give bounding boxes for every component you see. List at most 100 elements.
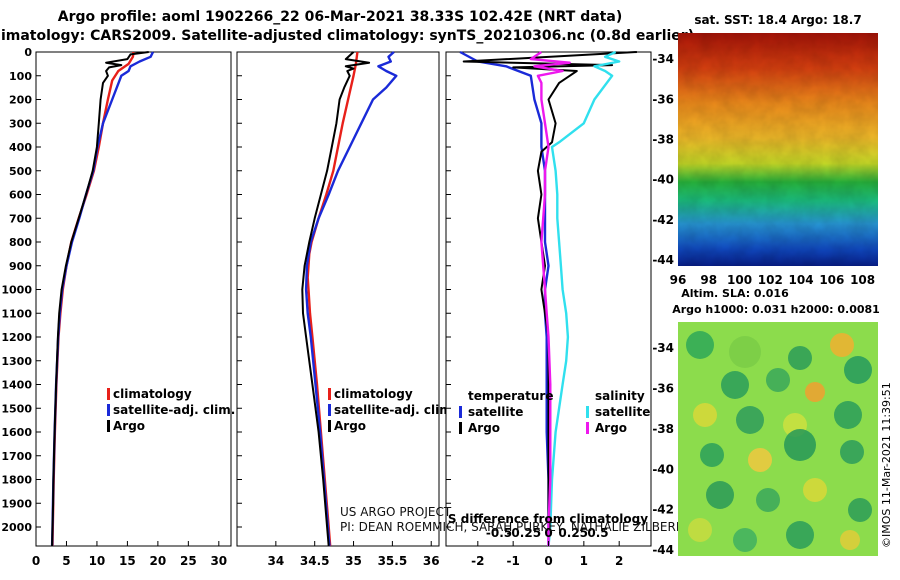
- sla-anomaly-blob: [844, 356, 872, 384]
- depth-tick-label: 0: [24, 46, 32, 59]
- depth-tick-label: 400: [9, 141, 32, 154]
- salinity-series: [301, 51, 398, 547]
- lat-tick-label: -44: [652, 253, 674, 267]
- legend-climatology: climatology: [334, 387, 413, 401]
- sla-anomaly-blob: [788, 346, 812, 370]
- sla-map-field: [678, 322, 878, 556]
- sla-anomaly-blob: [784, 429, 816, 461]
- series-line-argo: [301, 51, 371, 547]
- x-tick-label: 1: [580, 554, 588, 568]
- x-tick-label: -2: [471, 554, 484, 568]
- lat-tick-label: -34: [652, 52, 674, 66]
- sla-anomaly-blob: [840, 440, 864, 464]
- sla-anomaly-blob: [706, 481, 734, 509]
- sla-anomaly-blob: [733, 528, 757, 552]
- legend-temp-satellite: satellite: [468, 405, 523, 419]
- legend-swatch-sal-satellite: [586, 406, 589, 418]
- lon-tick-label: 108: [850, 273, 875, 287]
- sla-map-title: Altim. SLA: 0.016: [681, 287, 789, 300]
- depth-tick-label: 1700: [1, 450, 32, 463]
- imos-watermark: ©IMOS 11-Mar-2021 11:39:51: [880, 382, 893, 548]
- depth-tick-label: 1000: [1, 284, 32, 297]
- header-line1: Argo profile: aoml 1902266_22 06-Mar-202…: [58, 9, 622, 25]
- lat-tick-label: -44: [652, 543, 674, 557]
- depth-tick-label: 1900: [1, 497, 32, 510]
- sla-anomaly-blob: [693, 403, 717, 427]
- legend-sal-argo: Argo: [595, 421, 627, 435]
- depth-tick-label: 700: [9, 212, 32, 225]
- lat-tick-label: -36: [652, 382, 674, 396]
- sla-anomaly-blob: [700, 443, 724, 467]
- salinity-panel: 34 34.5 35 35.5 36 climatology satellite-adj…: [236, 51, 456, 568]
- x-tick-label: 2: [615, 554, 623, 568]
- x2-tick-label: -0.5: [486, 526, 512, 540]
- depth-tick-label: 1500: [1, 402, 32, 415]
- legend-swatch-temp-satellite: [459, 406, 462, 418]
- x2-tick-label: 0: [544, 526, 552, 540]
- lon-tick-label: 106: [819, 273, 844, 287]
- depth-axis: 0 100 200 300 400 500 600 700 800 900 1000 1100 1200…: [1, 46, 32, 534]
- x-tick-label: 5: [62, 554, 70, 568]
- lon-tick-label: 102: [758, 273, 783, 287]
- sla-anomaly-blob: [834, 401, 862, 429]
- depth-tick-label: 1400: [1, 379, 32, 392]
- legend-swatch-satellite-adj: [107, 404, 110, 416]
- x-tick-label: 34.5: [300, 554, 330, 568]
- depth-tick-label: 500: [9, 165, 32, 178]
- sst-map: sat. SST: 18.4 Argo: 18.7 -34-3: [652, 13, 878, 287]
- legend-temperature: temperature: [468, 389, 553, 403]
- depth-tick-label: 100: [9, 70, 32, 83]
- sla-anomaly-blob: [688, 518, 712, 542]
- x2-tick-label: 0.25: [558, 526, 588, 540]
- sst-map-title: sat. SST: 18.4 Argo: 18.7: [694, 13, 861, 27]
- difference-legend: temperature salinity satellite Argo sate…: [459, 389, 650, 435]
- series-line-salinity-argo: [529, 51, 571, 546]
- lat-tick-label: -36: [652, 92, 674, 106]
- legend-swatch-argo: [328, 420, 331, 432]
- difference-series: [459, 50, 637, 547]
- sla-anomaly-blob: [729, 336, 761, 368]
- depth-tick-label: 300: [9, 117, 32, 130]
- legend-swatch-argo: [107, 420, 110, 432]
- difference-xlabel: S difference from climatology: [448, 512, 648, 526]
- legend-argo: Argo: [334, 419, 366, 433]
- series-line-argo: [51, 51, 149, 547]
- sst-map-texture: [678, 33, 878, 266]
- temperature-panel: 0 5 10 15 20 25 30 climatology satellite-adj. …: [32, 51, 235, 568]
- depth-tick-label: 1300: [1, 355, 32, 368]
- sla-map-anomalies: [686, 331, 872, 552]
- sla-anomaly-blob: [830, 333, 854, 357]
- x-tick-label: 10: [89, 554, 106, 568]
- depth-tick-label: 200: [9, 94, 32, 107]
- lat-tick-label: -42: [652, 503, 674, 517]
- legend-temp-argo: Argo: [468, 421, 500, 435]
- temperature-ticks: 0 5 10 15 20 25 30: [32, 51, 227, 568]
- sla-map-subtitle: Argo h1000: 0.031 h2000: 0.0081: [672, 303, 880, 316]
- sla-anomaly-blob: [840, 530, 860, 550]
- difference-panel: -2 -1 0 1 2 -0.5-0.25 0 0.25 0.5 temperature sal…: [445, 50, 652, 568]
- difference-ticks: -2 -1 0 1 2 -0.5-0.25 0 0.25 0.5: [446, 51, 623, 568]
- x-tick-label: 0: [32, 554, 40, 568]
- sla-anomaly-blob: [748, 448, 772, 472]
- lat-tick-label: -42: [652, 213, 674, 227]
- depth-tick-label: 900: [9, 260, 32, 273]
- x-tick-label: 25: [180, 554, 197, 568]
- legend-satellite-adj: satellite-adj. clim.: [334, 403, 456, 417]
- sla-anomaly-blob: [803, 478, 827, 502]
- x-tick-label: 0: [544, 554, 552, 568]
- sst-map-ticks: -34 -36 -38 -40 -42 -44 96 98 100 102 104 106 108: [652, 52, 875, 287]
- sla-anomaly-blob: [686, 331, 714, 359]
- series-line-temperature-argo: [462, 51, 637, 546]
- x-tick-label: 35: [345, 554, 362, 568]
- legend-swatch-climatology: [107, 388, 110, 400]
- x2-tick-label: -0.25: [506, 526, 541, 540]
- legend-argo: Argo: [113, 419, 145, 433]
- sla-anomaly-blob: [721, 371, 749, 399]
- depth-tick-label: 800: [9, 236, 32, 249]
- x-tick-label: 15: [119, 554, 136, 568]
- header-line2: Climatology: CARS2009. Satellite-adjuste…: [0, 28, 694, 44]
- legend-sal-satellite: satellite: [595, 405, 650, 419]
- series-line-salinity-satellite: [547, 50, 621, 547]
- salinity-panel-frame: [236, 51, 440, 547]
- salinity-ticks: 34 34.5 35 35.5 36: [237, 51, 440, 568]
